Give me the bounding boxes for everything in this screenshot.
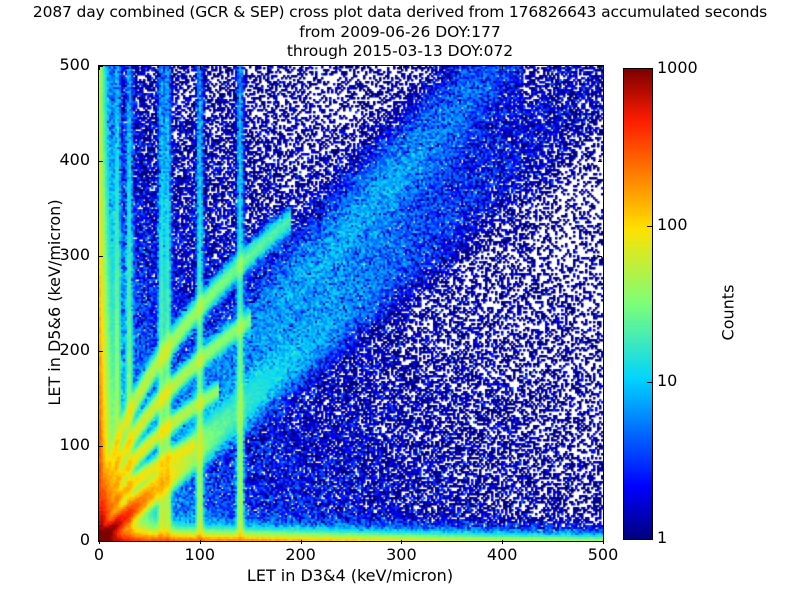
x-axis-label: LET in D3&4 (keV/micron) [246,566,454,585]
y-tick-mark [99,66,103,67]
colorbar-gradient [624,69,652,539]
y-tick-label: 100 [59,435,90,454]
title-line-date-start: from 2009-06-26 DOY:177 [299,23,501,41]
y-tick-mark [99,256,103,257]
x-tick-mark [502,540,504,544]
colorbar-tick-label: 1000 [657,58,698,77]
y-tick-mark [99,541,103,542]
x-tick-mark-top [199,66,201,70]
colorbar [623,68,653,540]
x-tick-mark [401,540,403,544]
x-tick-label: 300 [386,545,417,564]
x-tick-mark-top [99,66,100,70]
density-heatmap-canvas [99,66,603,541]
y-tick-label: 500 [59,55,90,74]
y-tick-mark-right [598,161,602,162]
x-tick-label: 500 [587,545,619,564]
x-tick-mark-top [603,66,604,70]
colorbar-label: Counts [718,284,738,341]
colorbar-tick-label: 100 [657,214,688,234]
y-tick-mark-right [598,351,602,352]
x-tick-label: 100 [184,545,216,564]
colorbar-tick-label: 1 [657,528,668,547]
colorbar-tick-mark [647,225,652,227]
y-axis-label: LET in D5&6 (keV/micron) [45,199,64,406]
x-tick-mark-top [300,66,302,70]
title-line-date-end: through 2015-03-13 DOY:072 [286,42,514,60]
x-tick-mark [199,540,201,544]
y-tick-label: 400 [59,150,90,169]
y-tick-mark-right [598,541,602,542]
x-tick-mark [300,540,302,544]
x-tick-mark [603,540,604,544]
x-tick-label: 200 [285,545,316,564]
y-tick-mark-right [598,446,602,447]
x-tick-mark-top [502,66,504,70]
y-tick-label: 200 [59,340,90,359]
x-tick-mark-top [401,66,403,70]
x-tick-mark [99,540,100,544]
y-tick-mark [99,446,103,447]
y-tick-mark [99,351,103,352]
y-tick-mark-right [598,256,602,257]
plot-area [98,65,604,542]
y-tick-mark-right [598,66,602,67]
y-tick-mark [99,161,103,162]
x-tick-label: 400 [486,545,518,564]
y-tick-label: 300 [59,245,90,264]
y-tick-label: 0 [79,530,90,549]
x-tick-label: 0 [93,545,105,564]
colorbar-tick-mark [647,382,652,384]
colorbar-tick-label: 10 [657,371,678,391]
title-line-primary: 2087 day combined (GCR & SEP) cross plot… [32,3,768,21]
